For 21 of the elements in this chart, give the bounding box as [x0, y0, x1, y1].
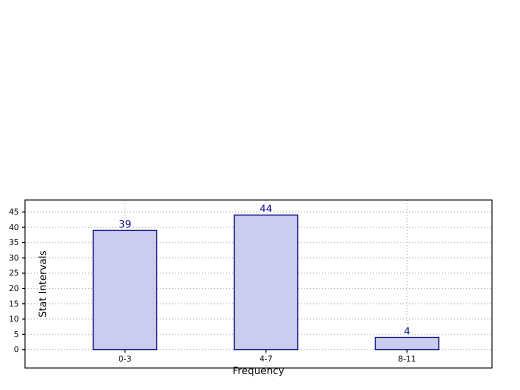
y-tick-label: 35	[8, 238, 19, 248]
data-label: 44	[260, 204, 272, 216]
y-axis-title: Stat Intervals	[38, 250, 49, 318]
y-tick-label: 30	[8, 253, 19, 262]
y-tick-label: 10	[8, 314, 19, 324]
y-tick-label: 45	[8, 208, 19, 217]
y-tick-label: 20	[8, 284, 19, 294]
bar	[374, 336, 440, 350]
x-tick-label: 8-11	[398, 354, 416, 364]
y-tick-label: 25	[8, 268, 19, 278]
x-axis-title: Frequency	[232, 366, 284, 377]
y-tick-label: 40	[8, 222, 19, 232]
bar	[92, 230, 158, 350]
y-tick-label: 5	[14, 330, 19, 339]
y-tick-label: 0	[14, 345, 19, 354]
bar	[234, 214, 298, 350]
y-tick-label: 15	[8, 299, 19, 308]
data-label: 4	[404, 326, 410, 338]
x-tick-label: 4-7	[259, 354, 273, 364]
data-label: 39	[118, 219, 132, 230]
x-tick-label: 0-3	[118, 354, 132, 364]
